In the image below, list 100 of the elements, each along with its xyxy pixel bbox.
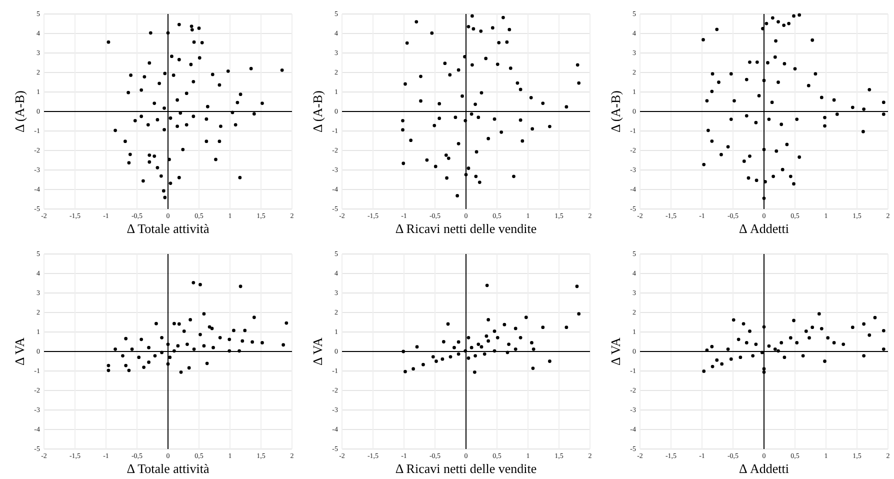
point xyxy=(448,354,452,358)
point xyxy=(166,342,170,346)
point xyxy=(485,283,489,287)
point xyxy=(732,318,736,322)
point xyxy=(873,315,877,319)
point xyxy=(744,340,748,344)
y-axis-title: Δ (A-B) xyxy=(12,90,27,132)
point xyxy=(238,284,242,288)
point xyxy=(228,337,232,341)
point xyxy=(850,325,854,329)
point xyxy=(782,355,786,359)
point xyxy=(250,340,254,344)
point xyxy=(832,340,836,344)
point xyxy=(476,342,480,346)
point xyxy=(762,366,766,370)
point xyxy=(577,312,581,316)
x-axis-title: Δ Totale attività xyxy=(126,221,210,236)
point xyxy=(780,340,784,344)
y-axis-title: Δ (A-B) xyxy=(608,90,623,132)
point xyxy=(284,320,288,324)
x-axis-title: Δ Ricavi netti delle vendite xyxy=(395,460,537,476)
y-axis-title: Δ VA xyxy=(608,336,623,365)
point xyxy=(482,352,486,356)
point xyxy=(404,369,407,373)
point xyxy=(228,348,232,352)
point xyxy=(243,328,247,332)
point xyxy=(187,366,191,370)
point xyxy=(531,366,535,370)
point xyxy=(252,315,256,319)
point xyxy=(808,336,811,340)
point xyxy=(715,358,719,362)
point xyxy=(452,345,456,349)
point xyxy=(166,362,170,366)
point xyxy=(446,322,450,326)
point xyxy=(172,321,176,325)
point xyxy=(182,329,186,332)
point xyxy=(186,342,189,346)
point xyxy=(842,342,846,346)
point xyxy=(121,354,124,357)
point xyxy=(748,329,752,332)
point xyxy=(160,350,164,354)
point xyxy=(868,332,872,336)
point xyxy=(486,338,490,342)
point xyxy=(415,344,419,348)
point xyxy=(795,340,799,344)
point xyxy=(767,344,771,348)
point xyxy=(710,344,714,348)
point xyxy=(172,348,176,352)
point xyxy=(106,368,110,372)
point xyxy=(168,355,172,359)
point xyxy=(862,354,866,357)
point xyxy=(240,338,244,342)
point xyxy=(153,354,157,357)
point xyxy=(751,354,755,357)
point xyxy=(434,359,438,362)
point xyxy=(575,284,579,288)
point xyxy=(506,350,510,354)
point xyxy=(801,354,805,357)
point xyxy=(524,315,528,319)
point xyxy=(124,336,128,340)
point xyxy=(202,312,206,316)
y-axis-title: Δ VA xyxy=(310,336,325,365)
point xyxy=(474,354,477,357)
x-axis-title: Δ Addetti xyxy=(739,460,790,476)
point xyxy=(823,359,826,362)
point xyxy=(431,354,435,358)
point xyxy=(792,318,796,322)
point xyxy=(564,325,568,329)
point xyxy=(826,336,830,340)
point xyxy=(762,324,766,328)
point xyxy=(541,325,545,329)
point xyxy=(736,337,740,341)
point xyxy=(484,334,488,338)
point xyxy=(176,344,180,348)
x-axis-title: Δ Ricavi netti delle vendite xyxy=(395,221,537,236)
point xyxy=(710,364,714,368)
point xyxy=(232,328,236,332)
point xyxy=(147,360,150,364)
point xyxy=(137,355,141,359)
point xyxy=(154,321,158,325)
point xyxy=(788,336,792,340)
point xyxy=(202,344,206,348)
point xyxy=(760,350,764,354)
point xyxy=(702,369,706,372)
point xyxy=(548,359,552,362)
point xyxy=(804,329,808,332)
point xyxy=(492,348,496,352)
point xyxy=(412,366,415,370)
point xyxy=(742,322,746,325)
point xyxy=(198,282,202,286)
point xyxy=(440,356,444,360)
point xyxy=(456,340,460,344)
point xyxy=(776,348,780,352)
point xyxy=(124,363,128,367)
point xyxy=(470,345,474,349)
point xyxy=(729,356,733,360)
point xyxy=(466,356,470,360)
point xyxy=(480,344,484,348)
point xyxy=(486,318,490,321)
point xyxy=(422,362,425,366)
